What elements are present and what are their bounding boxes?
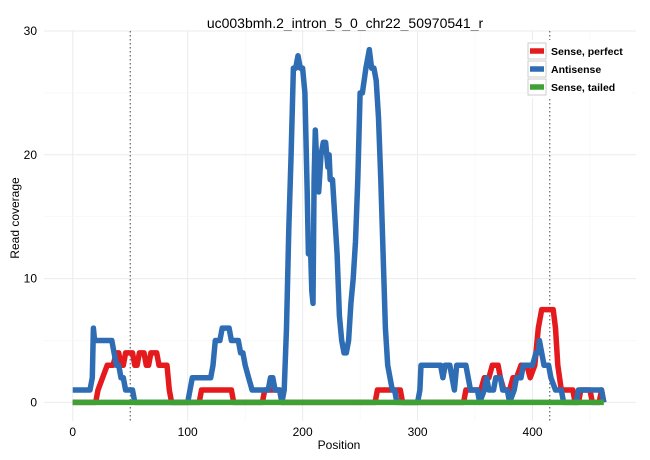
x-tick-label: 400 <box>523 425 543 439</box>
y-axis-label: Read coverage <box>8 177 22 259</box>
x-tick-label: 100 <box>178 425 198 439</box>
x-tick-labels: 0 100 200 300 400 <box>69 425 542 439</box>
y-tick-labels: 0 10 20 30 <box>24 24 38 409</box>
y-tick-label: 30 <box>24 24 38 38</box>
y-tick-label: 10 <box>24 272 38 286</box>
series-line-0 <box>72 306 607 406</box>
x-tick-label: 300 <box>408 425 428 439</box>
x-tick-label: 0 <box>69 425 76 439</box>
x-tick-label: 200 <box>293 425 313 439</box>
reference-vlines <box>129 31 551 421</box>
legend-label: Antisense <box>551 64 601 76</box>
series-line-1 <box>72 46 607 406</box>
x-axis-label: Position <box>318 438 361 452</box>
chart-title: uc003bmh.2_intron_5_0_chr22_50970541_r <box>207 15 484 31</box>
series-lines <box>72 46 607 406</box>
y-tick-label: 20 <box>24 148 38 162</box>
legend: Sense, perfect Antisense Sense, tailed <box>527 40 631 98</box>
legend-label: Sense, tailed <box>551 82 615 94</box>
legend-label: Sense, perfect <box>551 46 623 58</box>
y-tick-label: 0 <box>30 395 37 409</box>
